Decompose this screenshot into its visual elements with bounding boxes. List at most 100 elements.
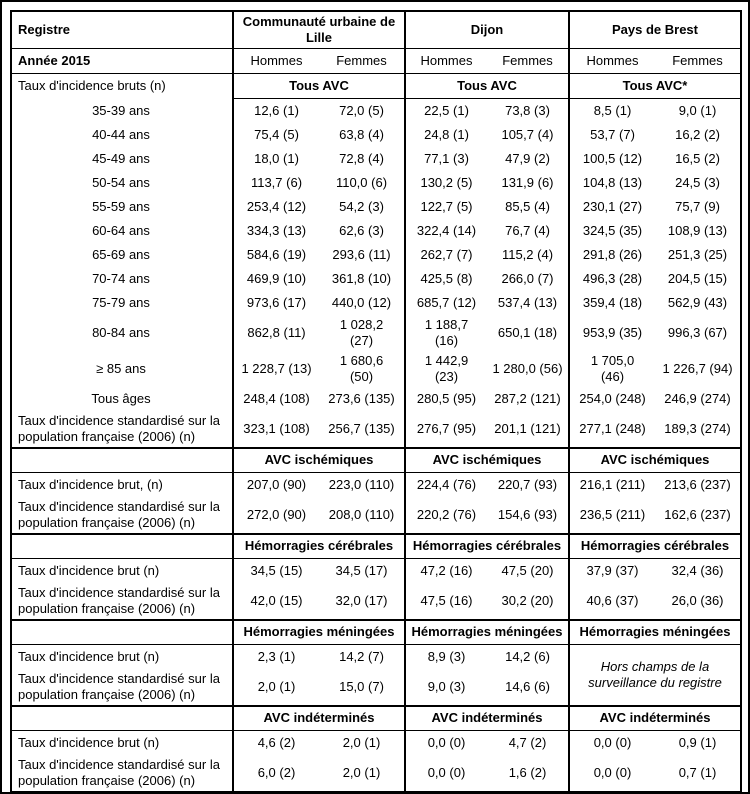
table-row: 60-64 ans 334,3 (13) 62,6 (3) 322,4 (14) 76,… [11,218,741,243]
row-label: Taux d'incidence brut (n) [18,648,160,664]
row-label: 70-74 ans [92,270,150,286]
section-subheader: AVC indéterminés [404,705,569,731]
data-cell: 2,0 (1) [319,754,405,793]
table-row: Taux d'incidence brut (n) 4,6 (2) 2,0 (1) 0… [11,730,741,755]
row-label: Taux d'incidence standardisé sur la popu… [11,496,233,535]
data-cell: 204,5 (15) [667,270,728,286]
table-row: 75-79 ans 973,6 (17) 440,0 (12) 685,7 (12) 5… [11,290,741,315]
section-header-row: AVC indéterminés AVC indéterminés AVC indé… [11,705,741,731]
data-cell: 324,5 (35) [568,218,655,243]
data-cell: 361,8 (10) [331,270,392,286]
data-cell: 254,0 (248) [568,386,655,411]
registre-header: Registre [11,11,233,49]
section-subheader: AVC ischémiques [404,447,569,473]
section-row-label [11,533,233,559]
incidence-table: Registre Communauté urbaine de Lille Dij… [10,10,742,793]
group-header-dijon: Dijon [404,11,569,49]
note-cell: Hors champs de la surveillance du regist… [568,644,741,707]
data-cell: 248,4 (108) [232,386,319,411]
section-header-row: Hémorragies méningées Hémorragies méningé… [11,619,741,645]
data-cell: 272,0 (90) [232,496,319,535]
data-cell: 9,0 (1) [678,102,717,118]
data-cell: 1 680,6 (50) [339,352,384,384]
row-label: Taux d'incidence standardisé sur la popu… [11,668,233,707]
year-header: Année 2015 [11,48,233,74]
data-cell: 273,6 (135) [328,390,395,406]
data-cell: 105,7 (4) [501,126,554,142]
data-cell: 104,8 (13) [568,170,655,195]
data-cell: 47,5 (20) [501,562,554,578]
data-cell: 0,0 (0) [404,730,487,755]
data-cell: 277,1 (248) [568,410,655,449]
data-cell: 0,0 (0) [404,754,487,793]
data-cell: 12,6 (1) [232,98,319,123]
data-cell: 14,6 (6) [487,668,569,707]
table-row: Tous âges 248,4 (108) 273,6 (135) 280,5 (95… [11,386,741,411]
table-row: 35-39 ans 12,6 (1) 72,0 (5) 22,5 (1) 73,8 (3… [11,98,741,123]
data-cell: 15,0 (7) [319,668,405,707]
data-cell: 72,0 (5) [339,102,384,118]
data-cell: 1 442,9 (23) [404,350,487,387]
data-cell: 130,2 (5) [404,170,487,195]
table-row: Taux d'incidence standardisé sur la popu… [11,496,741,535]
data-cell: 162,6 (237) [655,496,741,535]
table-row: Registre Communauté urbaine de Lille Dij… [11,11,741,49]
table-row: Taux d'incidence standardisé sur la popu… [11,582,741,621]
data-cell: 425,5 (8) [404,266,487,291]
data-cell: 16,5 (2) [675,150,720,166]
data-cell: 208,0 (110) [319,496,405,535]
data-cell: 6,0 (2) [232,754,319,793]
data-cell: 122,7 (5) [404,194,487,219]
data-cell: 276,7 (95) [404,410,487,449]
data-cell: 251,3 (25) [667,246,728,262]
row-label: ≥ 85 ans [96,360,146,376]
table-row: Taux d'incidence brut, (n) 207,0 (90) 223,… [11,472,741,497]
data-cell: 224,4 (76) [404,472,487,497]
data-cell: 223,0 (110) [328,476,395,492]
data-cell: 537,4 (13) [497,294,558,310]
data-cell: 8,5 (1) [568,98,655,123]
data-cell: 100,5 (12) [568,146,655,171]
data-cell: 24,8 (1) [404,122,487,147]
table-row: Taux d'incidence standardisé sur la popu… [11,668,741,707]
sex-header: Femmes [655,48,741,74]
data-cell: 62,6 (3) [339,222,384,238]
row-label: Taux d'incidence standardisé sur la popu… [11,410,233,449]
data-cell: 113,7 (6) [232,170,319,195]
data-cell: 108,9 (13) [667,222,728,238]
section-subheader: AVC ischémiques [568,447,741,473]
data-cell: 32,0 (17) [319,582,405,621]
data-cell: 266,0 (7) [501,270,554,286]
sex-header: Hommes [568,48,655,74]
row-label: 80-84 ans [92,324,150,340]
group-header-lille: Communauté urbaine de Lille [232,11,405,49]
data-cell: 562,9 (43) [667,294,728,310]
section-subheader: Hémorragies cérébrales [568,533,741,559]
table-row: Taux d'incidence brut (n) 2,3 (1) 14,2 (7)… [11,644,741,707]
data-cell: 862,8 (11) [232,314,319,351]
row-label: 65-69 ans [92,246,150,262]
row-label: Taux d'incidence brut, (n) [18,476,163,492]
section-subheader: AVC indéterminés [232,705,405,731]
data-cell: 256,7 (135) [319,410,405,449]
section-row-label: Taux d'incidence bruts (n) [18,78,166,94]
data-cell: 2,0 (1) [232,668,319,707]
data-cell: 359,4 (18) [568,290,655,315]
data-cell: 216,1 (211) [568,472,655,497]
table-row: Taux d'incidence brut (n) 34,5 (15) 34,5 (… [11,558,741,583]
data-cell: 37,9 (37) [568,558,655,583]
section-subheader: Tous AVC* [568,73,741,99]
data-cell: 584,6 (19) [232,242,319,267]
data-cell: 220,7 (93) [497,476,558,492]
data-cell: 32,4 (36) [671,562,724,578]
data-cell: 334,3 (13) [232,218,319,243]
data-cell: 291,8 (26) [568,242,655,267]
section-subheader: Tous AVC [404,73,569,99]
table-row: Taux d'incidence standardisé sur la popu… [11,754,741,793]
data-cell: 131,9 (6) [501,174,554,190]
data-cell: 16,2 (2) [675,126,720,142]
data-cell: 72,8 (4) [339,150,384,166]
table-row: ≥ 85 ans 1 228,7 (13) 1 680,6 (50) 1 442,9 … [11,350,741,387]
row-label: 40-44 ans [92,126,150,142]
section-subheader: AVC indéterminés [568,705,741,731]
